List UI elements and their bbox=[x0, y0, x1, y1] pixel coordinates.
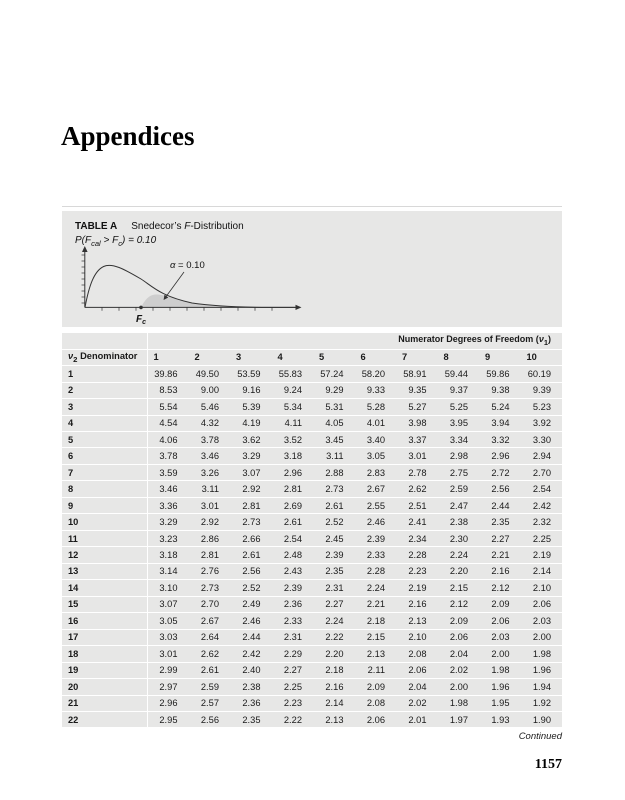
svg-text:Fc: Fc bbox=[136, 314, 146, 326]
svg-text:α = 0.10: α = 0.10 bbox=[170, 260, 205, 271]
